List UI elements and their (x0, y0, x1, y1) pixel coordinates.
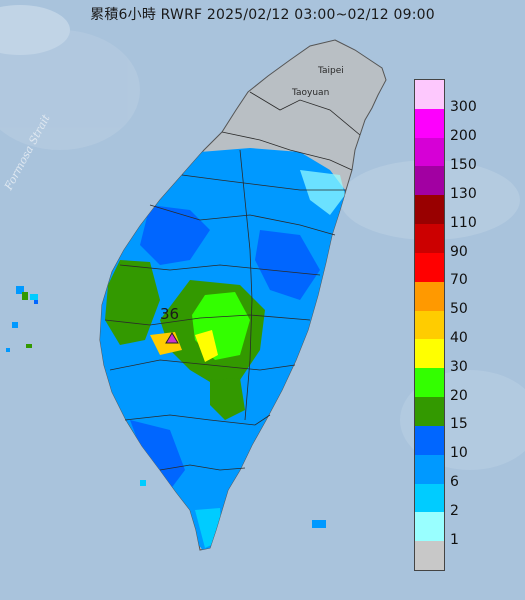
legend-label: 2 (450, 502, 459, 519)
legend-label: 130 (450, 185, 477, 202)
legend-color-bar (414, 79, 445, 571)
legend-label: 20 (450, 387, 468, 404)
legend-label: 40 (450, 330, 468, 346)
county-boundaries (104, 91, 361, 471)
legend-swatch (415, 195, 444, 225)
legend-swatch (415, 483, 444, 513)
legend-label: 1 (450, 531, 459, 548)
legend-label: 110 (450, 214, 477, 231)
legend-label: 15 (450, 416, 468, 433)
legend-swatch (415, 425, 444, 456)
legend-swatch (415, 339, 444, 369)
legend-label: 90 (450, 243, 468, 260)
map-title: 累積6小時 RWRF 2025/02/12 03:00~02/12 09:00 (90, 7, 435, 23)
legend-swatch (415, 454, 444, 485)
legend-swatch (415, 310, 444, 340)
legend-swatch (415, 137, 444, 167)
legend-label: 50 (450, 301, 468, 318)
legend-swatch (415, 224, 444, 254)
legend-swatch (415, 108, 444, 139)
legend-label: 200 (450, 128, 477, 145)
legend-swatch (415, 397, 444, 427)
offshore-rain-pixels (6, 286, 326, 528)
city-label-taoyuan: Taoyuan (292, 88, 330, 98)
legend-swatch (415, 166, 444, 196)
city-label-taipei: Taipei (318, 66, 344, 76)
legend-swatch (415, 368, 444, 398)
legend-swatch (415, 512, 444, 542)
legend-swatch (415, 80, 444, 110)
color-legend: 300 200 150 130 110 90 70 50 40 30 20 15 10 6 2 1 (414, 79, 504, 571)
legend-label: 300 (450, 99, 477, 116)
legend-label: 150 (450, 157, 477, 174)
legend-swatch (415, 252, 444, 283)
rainfall-shading (100, 148, 345, 550)
legend-label: 70 (450, 272, 468, 289)
max-rainfall-value: 36 (160, 305, 180, 323)
legend-swatch (415, 281, 444, 312)
legend-label: 30 (450, 358, 468, 375)
legend-label: 10 (450, 445, 468, 462)
max-rainfall-marker (165, 332, 179, 344)
legend-label: 6 (450, 474, 459, 491)
legend-swatch (415, 541, 444, 571)
